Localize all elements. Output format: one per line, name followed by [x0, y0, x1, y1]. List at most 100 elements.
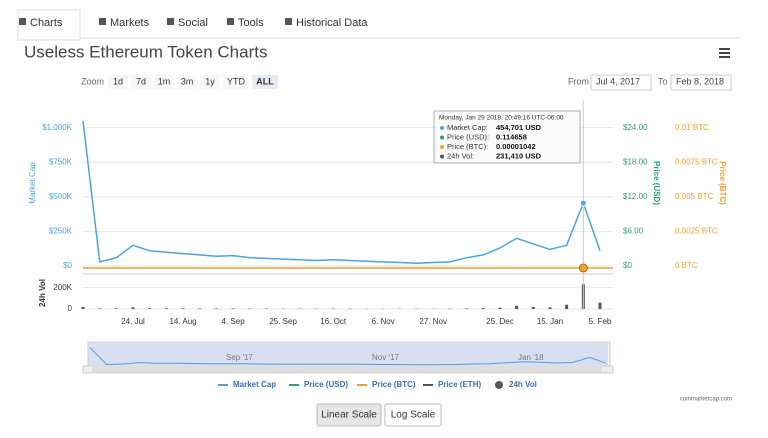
credit: coinmarketcap.com: [680, 397, 732, 403]
volume-bar: [215, 308, 218, 309]
y3-tick-label: 0 BTC: [675, 261, 698, 270]
y3-axis-title: Price (BTC): [718, 161, 727, 205]
tooltip-label: Market Cap:: [447, 123, 488, 132]
zoom-button-label: ALL: [256, 76, 274, 86]
y2-tick-label: $6.00: [623, 227, 644, 236]
hover-point: [580, 200, 586, 206]
zoom-button-label: 1d: [113, 76, 123, 86]
x-tick-label: 24. Jul: [121, 317, 145, 326]
y2-axis-title: Price (USD): [652, 161, 661, 205]
to-label: To: [658, 76, 668, 86]
vol-axis-title: 24h Vol: [38, 279, 47, 307]
tooltip-dot: [440, 136, 444, 140]
tab[interactable]: Markets: [110, 17, 150, 29]
y3-tick-label: 0.0025 BTC: [675, 227, 718, 236]
log-scale-label: Log Scale: [391, 410, 436, 421]
tooltip-value: 454,701 USD: [496, 123, 542, 132]
zoom-button-label: 1y: [205, 76, 215, 86]
legend-symbol: [495, 381, 503, 389]
volume-bar: [115, 308, 118, 309]
volume-bar: [482, 308, 485, 309]
zoom-button-label: 7d: [136, 76, 146, 86]
zoom-label: Zoom: [81, 76, 104, 86]
tab-icon: [99, 18, 106, 25]
y3-tick-label: 0.005 BTC: [675, 192, 713, 201]
volume-bar: [515, 306, 518, 309]
volume-bar: [98, 308, 101, 309]
volume-bar: [548, 307, 551, 309]
tooltip-value: 0.00001042: [496, 142, 536, 151]
tab-icon: [227, 18, 234, 25]
volume-bar: [232, 308, 235, 309]
menu-icon[interactable]: [719, 48, 730, 58]
volume-bar: [565, 305, 568, 309]
y2-tick-label: $12.00: [623, 192, 648, 201]
scrollbar-thumb[interactable]: [92, 366, 602, 373]
tab[interactable]: Historical Data: [296, 17, 368, 29]
tab[interactable]: Charts: [30, 17, 63, 29]
zoom-button-label: 1m: [158, 76, 171, 86]
y-tick-label: $0: [63, 261, 72, 270]
tooltip-label: Price (BTC):: [447, 142, 488, 151]
y2-tick-label: $0: [623, 261, 632, 270]
tab-icon: [167, 18, 174, 25]
y2-tick-label: $18.00: [623, 157, 648, 166]
y-tick-label: $1.000K: [42, 123, 72, 132]
x-tick-label: 14. Aug: [169, 317, 196, 326]
x-tick-label: 25. Dec: [486, 317, 514, 326]
legend-label[interactable]: Price (ETH): [438, 380, 481, 389]
x-tick-label: 6. Nov: [372, 317, 395, 326]
to-value: Feb 8, 2018: [676, 76, 724, 86]
zoom-button-label: 3m: [181, 76, 194, 86]
volume-bar: [82, 307, 85, 309]
volume-bar: [148, 308, 151, 309]
x-tick-label: 5. Feb: [589, 317, 612, 326]
x-tick-label: 27. Nov: [419, 317, 447, 326]
tooltip-value: 0.114658: [496, 132, 527, 141]
tab[interactable]: Tools: [238, 17, 264, 29]
x-tick-label: 15. Jan: [537, 317, 563, 326]
legend-label[interactable]: Market Cap: [233, 380, 276, 389]
tooltip-label: Price (USD):: [447, 132, 489, 141]
tooltip-dot: [440, 126, 444, 130]
x-tick-label: 25. Sep: [269, 317, 297, 326]
y2-tick-label: $24.00: [623, 123, 648, 132]
from-label: From: [568, 76, 589, 86]
x-tick-label: 16. Oct: [320, 317, 347, 326]
navigator-label: Sep '17: [226, 353, 253, 362]
legend-label[interactable]: Price (BTC): [372, 380, 416, 389]
volume-bar: [465, 308, 468, 309]
navigator-label: Nov '17: [372, 353, 399, 362]
volume-bar: [198, 308, 201, 309]
y3-tick-label: 0.01 BTC: [675, 123, 709, 132]
linear-scale-label: Linear Scale: [321, 410, 377, 421]
legend-label[interactable]: 24h Vol: [509, 380, 537, 389]
tab-icon: [19, 18, 26, 25]
y-tick-label: $500K: [49, 192, 73, 201]
legend-label[interactable]: Price (USD): [304, 380, 348, 389]
vol-tick-label: 200K: [53, 283, 72, 292]
y-axis-title: Market Cap: [28, 162, 37, 204]
from-value: Jul 4, 2017: [596, 76, 640, 86]
x-tick-label: 4. Sep: [222, 317, 246, 326]
tooltip-value: 231,410 USD: [496, 151, 542, 160]
hover-point: [579, 264, 587, 272]
tab[interactable]: Social: [178, 17, 208, 29]
volume-bar: [132, 307, 135, 309]
y3-tick-label: 0.0075 BTC: [675, 157, 718, 166]
volume-bar: [165, 308, 168, 309]
volume-bar: [532, 307, 535, 309]
vol-tick-label: 0: [68, 304, 73, 313]
y-tick-label: $750K: [49, 157, 73, 166]
zoom-button-label: YTD: [227, 76, 246, 86]
navigator-label: Jan '18: [518, 353, 544, 362]
y-tick-label: $250K: [49, 227, 73, 236]
tooltip-dot: [440, 145, 444, 149]
tooltip-dot: [440, 155, 444, 159]
page-title: Useless Ethereum Token Charts: [24, 42, 267, 61]
volume-bar: [182, 308, 185, 309]
volume-bar: [498, 308, 501, 309]
tooltip-label: 24h Vol:: [447, 151, 474, 160]
